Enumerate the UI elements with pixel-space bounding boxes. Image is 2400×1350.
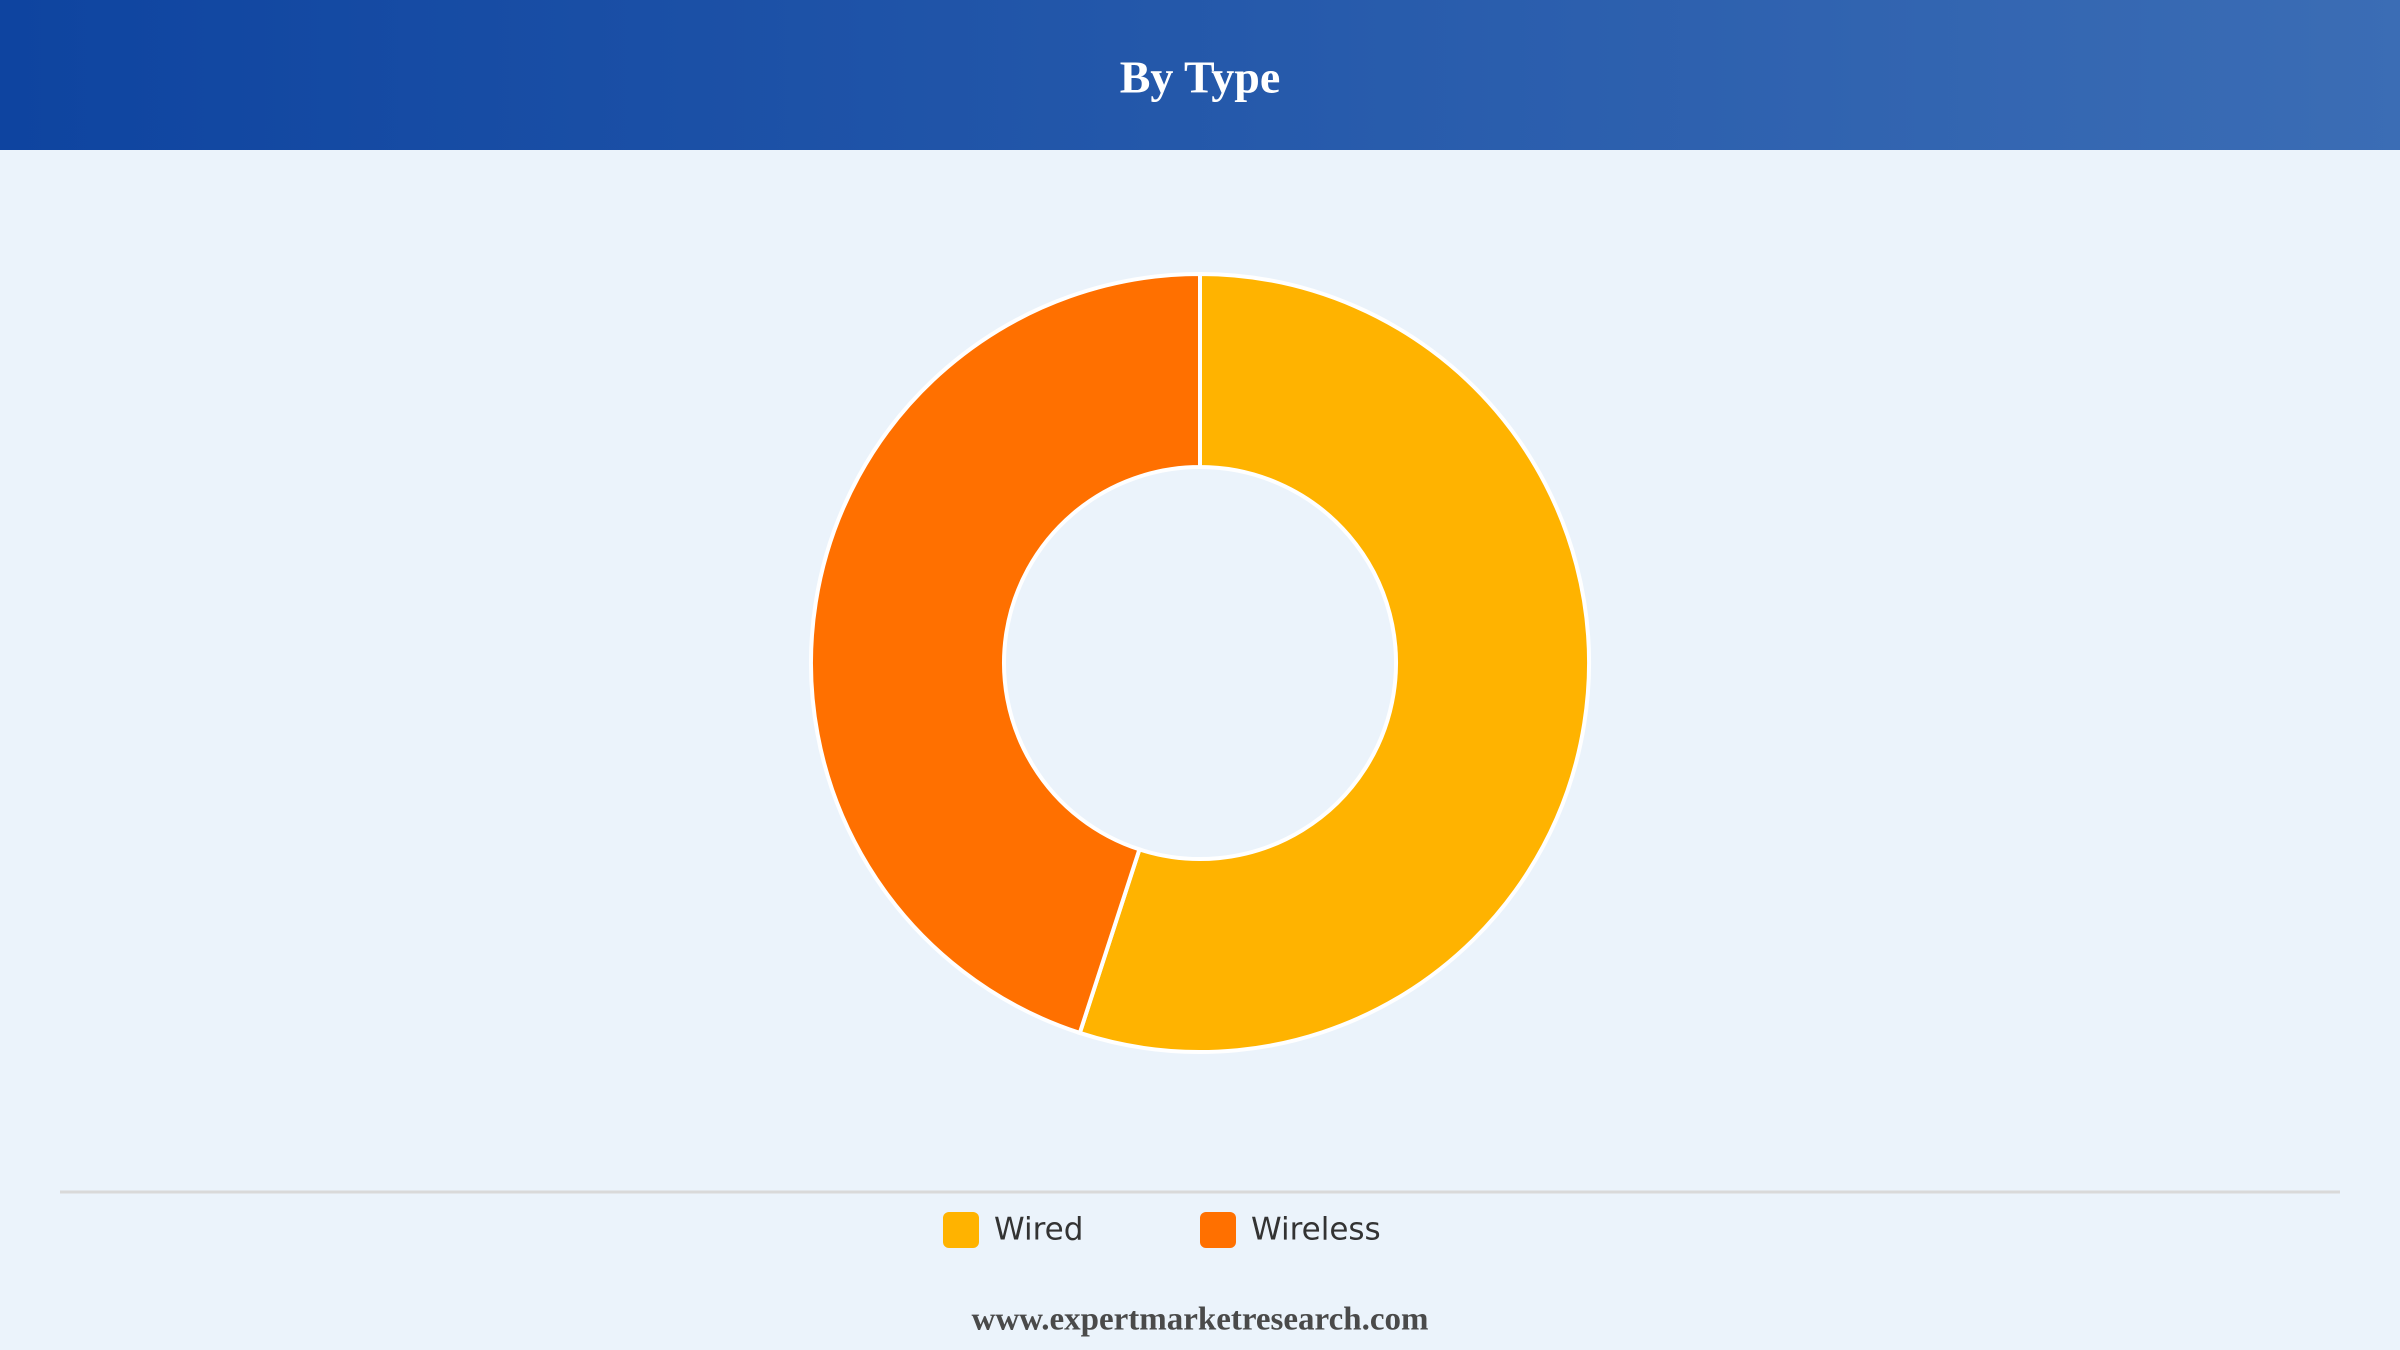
donut-slice — [809, 271, 1202, 1036]
legend: Wired Wireless — [943, 1212, 1381, 1248]
legend-swatch — [943, 1212, 979, 1248]
chart-title: By Type — [1120, 52, 1281, 103]
legend-label: Wired — [994, 1212, 1083, 1248]
donut-slice — [1077, 271, 1591, 1054]
header-bar — [0, 0, 2400, 150]
footer: www.expertmarketresearch.com — [972, 1302, 1429, 1338]
legend-label: Wireless — [1251, 1212, 1381, 1248]
legend-swatch — [1200, 1212, 1236, 1248]
plot — [809, 271, 1591, 1054]
